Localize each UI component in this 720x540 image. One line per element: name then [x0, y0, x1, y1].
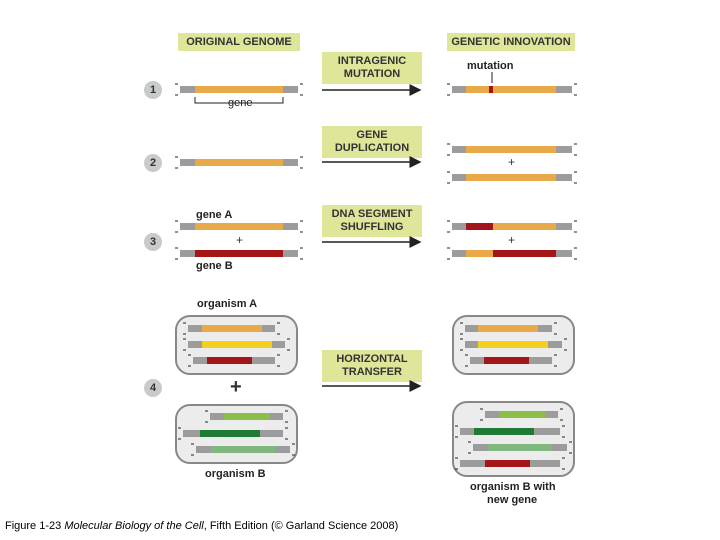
row2-duplicate-chromosome-2-segment-0	[466, 174, 556, 181]
organism-a-chromosome-3-segment-0	[207, 357, 252, 364]
header-dna-segment-shuffling-text: DNA SEGMENT SHUFFLING	[331, 208, 413, 233]
organism-a-copy-chromosome-3-segment-0	[484, 357, 529, 364]
row1-mutated-chromosome-segment-0	[466, 86, 556, 93]
row3-gene-a-chromosome-segment-0	[195, 223, 283, 230]
caption-prefix: Figure 1-23	[5, 520, 65, 532]
gene-b-label: gene B	[196, 260, 233, 272]
organism-a-copy-chromosome-1-segment-0	[478, 325, 538, 332]
row2-duplicate-chromosome-1-segment-0	[466, 146, 556, 153]
row1-original-chromosome-segment-0	[195, 86, 283, 93]
organism-b-new-label-1: organism B with	[470, 481, 556, 493]
row3-shuffled-chromosome-2-segment-0	[466, 250, 556, 257]
step-4-circle: 4	[144, 379, 162, 397]
organism-b-label: organism B	[205, 468, 266, 480]
organism-b-chromosome-1-segment-0	[224, 413, 270, 420]
organism-b-new-box	[452, 401, 575, 477]
header-horizontal-transfer-text: HORIZONTAL TRANSFER	[336, 353, 408, 378]
gene-bars	[175, 83, 577, 470]
shuffle-plus-left: +	[236, 233, 244, 247]
header-intragenic-mutation: INTRAGENIC MUTATION	[322, 52, 422, 84]
header-gene-duplication: GENE DUPLICATION	[322, 126, 422, 158]
organism-b-chromosome-2-segment-0	[200, 430, 260, 437]
organism-b-chromosome-3-segment-0	[211, 446, 275, 453]
header-gene-duplication-text: GENE DUPLICATION	[334, 129, 410, 154]
header-original-genome: ORIGINAL GENOME	[178, 33, 300, 51]
row3-shuffled-chromosome-2-segment-1	[466, 250, 493, 257]
header-intragenic-mutation-text: INTRAGENIC MUTATION	[337, 55, 407, 80]
organism-a-copy-chromosome-2-segment-0	[478, 341, 548, 348]
organism-b-new-label-2: new gene	[487, 494, 538, 506]
shuffle-plus-right: +	[508, 233, 516, 247]
row1-mutated-chromosome-segment-1	[489, 86, 493, 93]
step-2-circle: 2	[144, 154, 162, 172]
row3-shuffled-chromosome-1-segment-1	[466, 223, 493, 230]
organism-b-new-chromosome-4-segment-0	[485, 460, 530, 467]
caption-title: Molecular Biology of the Cell	[64, 520, 204, 532]
step-1-circle: 1	[144, 81, 162, 99]
horizontal-plus: +	[230, 376, 242, 398]
header-horizontal-transfer: HORIZONTAL TRANSFER	[322, 350, 422, 382]
step-3-circle: 3	[144, 233, 162, 251]
organism-a-chromosome-2-segment-0	[202, 341, 272, 348]
mutation-label: mutation	[467, 60, 514, 72]
caption-suffix: , Fifth Edition (© Garland Science 2008)	[203, 520, 399, 532]
organism-b-new-chromosome-1-segment-0	[499, 411, 545, 418]
row3-shuffled-chromosome-1-segment-0	[466, 223, 556, 230]
organism-b-new-chromosome-2-segment-0	[474, 428, 534, 435]
duplication-plus: +	[508, 155, 516, 169]
gene-bracket	[194, 97, 284, 104]
gene-label: gene	[228, 97, 253, 109]
header-dna-segment-shuffling: DNA SEGMENT SHUFFLING	[322, 205, 422, 237]
figure-caption: Figure 1-23 Molecular Biology of the Cel…	[5, 520, 398, 532]
organism-a-chromosome-1-segment-0	[202, 325, 262, 332]
header-genetic-innovation: GENETIC INNOVATION	[447, 33, 575, 51]
gene-a-label: gene A	[196, 209, 233, 221]
row3-gene-b-chromosome-segment-0	[195, 250, 283, 257]
organism-a-label: organism A	[197, 298, 258, 310]
organism-b-new-chromosome-3-segment-0	[488, 444, 552, 451]
row2-original-chromosome-segment-0	[195, 159, 283, 166]
